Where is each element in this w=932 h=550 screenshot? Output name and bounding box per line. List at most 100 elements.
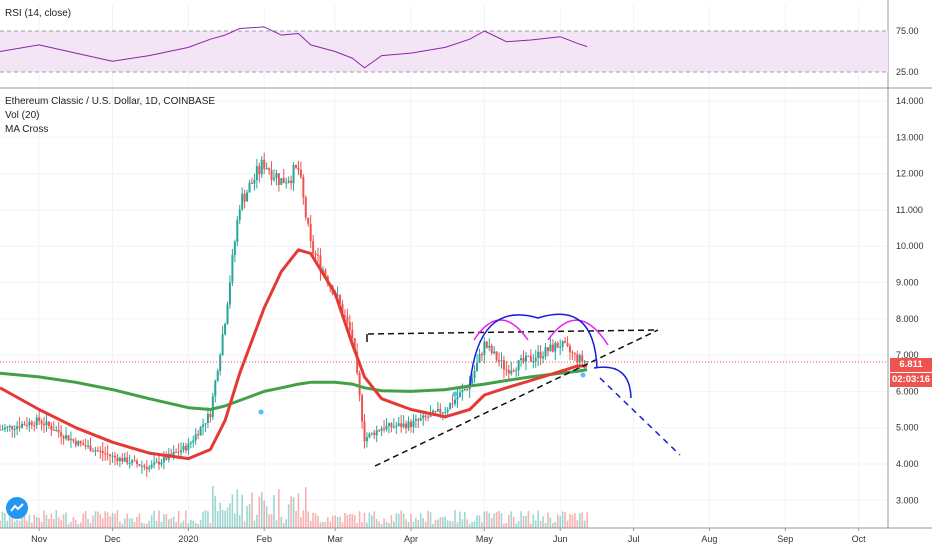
volume-bar xyxy=(251,492,253,528)
volume-bar xyxy=(363,512,366,528)
volume-bar xyxy=(40,522,43,528)
volume-bar xyxy=(295,510,297,528)
candle-body xyxy=(47,421,50,426)
candle-body xyxy=(38,417,41,421)
volume-bar xyxy=(170,518,173,528)
volume-bar xyxy=(415,518,417,528)
volume-bar xyxy=(31,522,33,528)
ma-cross-marker xyxy=(580,372,586,378)
candle-body xyxy=(275,173,278,178)
volume-bar xyxy=(136,516,138,528)
candle-body xyxy=(160,462,163,465)
volume-bar xyxy=(207,511,209,528)
volume-bar xyxy=(231,494,234,528)
candle-body xyxy=(43,423,46,426)
volume-bar xyxy=(153,510,155,528)
candle-body xyxy=(104,453,107,455)
triangle-resistance-line xyxy=(367,329,659,335)
volume-bar xyxy=(353,515,356,528)
candle-body xyxy=(488,345,491,348)
volume-bar xyxy=(263,500,265,528)
volume-bar xyxy=(219,502,221,528)
volume-bar xyxy=(378,521,380,528)
volume-bar xyxy=(21,513,23,528)
volume-bar xyxy=(87,518,89,528)
candle-body xyxy=(578,355,581,363)
volume-bar xyxy=(358,511,361,528)
candle-body xyxy=(143,465,146,467)
volume-bar xyxy=(556,514,559,528)
candle-body xyxy=(581,355,584,362)
candle-body xyxy=(402,423,405,428)
volume-bar xyxy=(57,517,60,528)
volume-bar xyxy=(4,513,6,528)
volume-bar xyxy=(586,512,588,528)
candle-body xyxy=(153,462,156,465)
volume-bar xyxy=(327,517,329,528)
candle-body xyxy=(106,453,109,455)
candle-body xyxy=(485,341,488,348)
volume-bar xyxy=(329,521,332,528)
volume-bar xyxy=(33,514,36,528)
candle-body xyxy=(8,425,11,427)
candle-body xyxy=(209,413,212,418)
candle-body xyxy=(11,425,14,430)
volume-bar xyxy=(138,513,141,528)
volume-bar xyxy=(532,514,535,528)
candle-body xyxy=(236,220,239,242)
candle-body xyxy=(409,421,412,427)
candle-body xyxy=(233,241,236,256)
volume-bar xyxy=(434,519,437,528)
volume-bar xyxy=(449,521,451,528)
candle-body xyxy=(155,461,158,463)
volume-bar xyxy=(583,520,586,528)
volume-bar xyxy=(62,514,65,528)
candle-body xyxy=(40,420,43,424)
volume-bar xyxy=(500,513,503,528)
candle-body xyxy=(292,164,295,184)
candle-body xyxy=(30,421,33,426)
volume-bar xyxy=(581,512,584,528)
candle-body xyxy=(383,428,386,430)
candle-body xyxy=(454,399,457,404)
candle-body xyxy=(268,168,271,171)
volume-bar xyxy=(241,494,243,528)
rsi-tick-label: 25.00 xyxy=(896,67,919,77)
candle-body xyxy=(282,178,285,184)
volume-bar xyxy=(278,489,280,528)
volume-bar xyxy=(564,512,566,528)
volume-bar xyxy=(204,510,207,528)
tradingview-logo-icon[interactable] xyxy=(6,497,28,519)
candle-body xyxy=(412,420,415,427)
candle-body xyxy=(243,193,246,202)
candle-body xyxy=(537,351,540,358)
candle-body xyxy=(583,361,586,363)
candle-body xyxy=(111,455,114,457)
volume-bar xyxy=(1,511,4,528)
volume-bar xyxy=(324,521,327,528)
volume-bar xyxy=(48,518,50,528)
volume-bar xyxy=(571,514,574,528)
candle-body xyxy=(216,370,219,381)
rsi-tick-label: 75.00 xyxy=(896,26,919,36)
candle-body xyxy=(363,421,366,442)
candle-body xyxy=(400,423,403,428)
volume-bar xyxy=(371,515,373,528)
candle-body xyxy=(343,315,346,317)
volume-bar xyxy=(375,519,378,528)
candle-body xyxy=(564,341,567,344)
candle-body xyxy=(35,417,38,426)
price-tick-label: 14.000 xyxy=(896,96,924,106)
volume-bar xyxy=(143,523,146,528)
volume-bar xyxy=(380,523,383,528)
volume-bar xyxy=(185,510,187,528)
price-tick-label: 3.000 xyxy=(896,495,919,505)
arc-projection xyxy=(593,366,632,399)
candle-body xyxy=(554,343,557,352)
volume-bar xyxy=(43,510,45,528)
volume-bar xyxy=(478,515,481,528)
volume-bar xyxy=(451,521,454,528)
volume-bar xyxy=(190,519,192,528)
